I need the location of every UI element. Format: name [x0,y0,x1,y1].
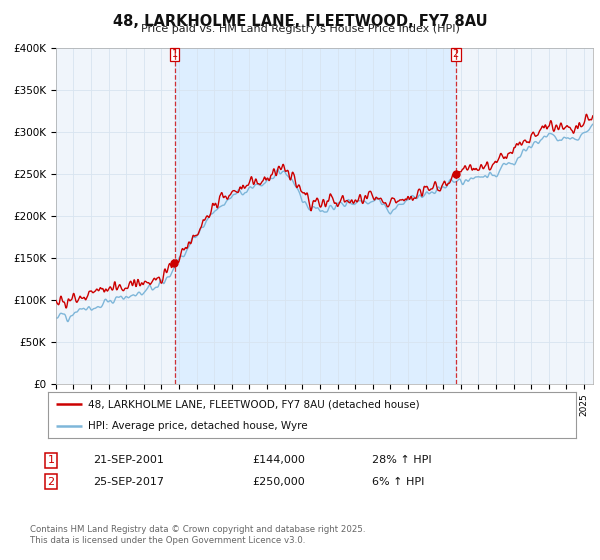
Text: 1: 1 [47,455,55,465]
Text: 21-SEP-2001: 21-SEP-2001 [93,455,164,465]
Text: 2: 2 [47,477,55,487]
Text: 28% ↑ HPI: 28% ↑ HPI [372,455,431,465]
Text: 48, LARKHOLME LANE, FLEETWOOD, FY7 8AU (detached house): 48, LARKHOLME LANE, FLEETWOOD, FY7 8AU (… [88,399,419,409]
Text: Contains HM Land Registry data © Crown copyright and database right 2025.
This d: Contains HM Land Registry data © Crown c… [30,525,365,545]
Text: 1: 1 [172,49,178,59]
Text: HPI: Average price, detached house, Wyre: HPI: Average price, detached house, Wyre [88,421,307,431]
Text: 2: 2 [452,49,459,59]
Text: 48, LARKHOLME LANE, FLEETWOOD, FY7 8AU: 48, LARKHOLME LANE, FLEETWOOD, FY7 8AU [113,14,487,29]
Text: 25-SEP-2017: 25-SEP-2017 [93,477,164,487]
Text: Price paid vs. HM Land Registry's House Price Index (HPI): Price paid vs. HM Land Registry's House … [140,24,460,34]
Bar [175,48,456,384]
Text: £144,000: £144,000 [252,455,305,465]
Text: £250,000: £250,000 [252,477,305,487]
Text: 6% ↑ HPI: 6% ↑ HPI [372,477,424,487]
